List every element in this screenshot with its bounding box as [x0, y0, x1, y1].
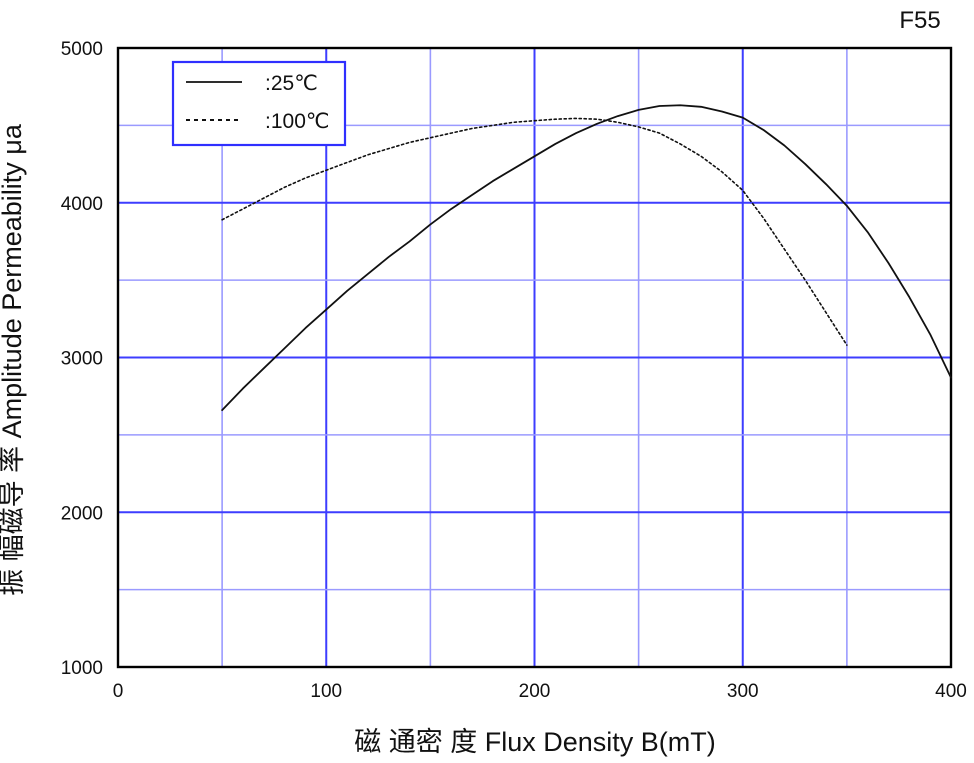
- legend-label-25c: :25℃: [265, 72, 318, 95]
- y-tick-label-2000: 2000: [61, 503, 103, 524]
- y-tick-label-4000: 4000: [61, 194, 103, 215]
- legend: :25℃ :100℃: [171, 60, 347, 147]
- tick-layer: 0 100 200 300 400 1000 2000 3000 4000 5000: [61, 39, 967, 702]
- x-tick-label-100: 100: [310, 681, 342, 702]
- series-layer: [221, 104, 952, 412]
- plot-frame: [116, 46, 953, 669]
- grid-layer: [118, 48, 952, 667]
- chart-title: F55: [899, 7, 940, 34]
- legend-box: [171, 60, 347, 147]
- x-tick-label-300: 300: [727, 681, 759, 702]
- y-tick-label-1000: 1000: [61, 658, 103, 679]
- series-line-100c: [221, 117, 848, 346]
- y-tick-label-3000: 3000: [61, 349, 103, 370]
- x-axis-title: 磁 通密 度 Flux Density B(mT): [354, 727, 716, 757]
- x-tick-label-0: 0: [113, 681, 124, 702]
- legend-label-100c: :100℃: [265, 110, 329, 133]
- series-line-25c: [221, 104, 952, 412]
- y-tick-label-5000: 5000: [61, 39, 103, 60]
- x-tick-label-400: 400: [935, 681, 967, 702]
- x-tick-label-200: 200: [519, 681, 551, 702]
- y-axis-title: 振 幅磁导 率 Amplitude Permeability μa: [0, 123, 27, 596]
